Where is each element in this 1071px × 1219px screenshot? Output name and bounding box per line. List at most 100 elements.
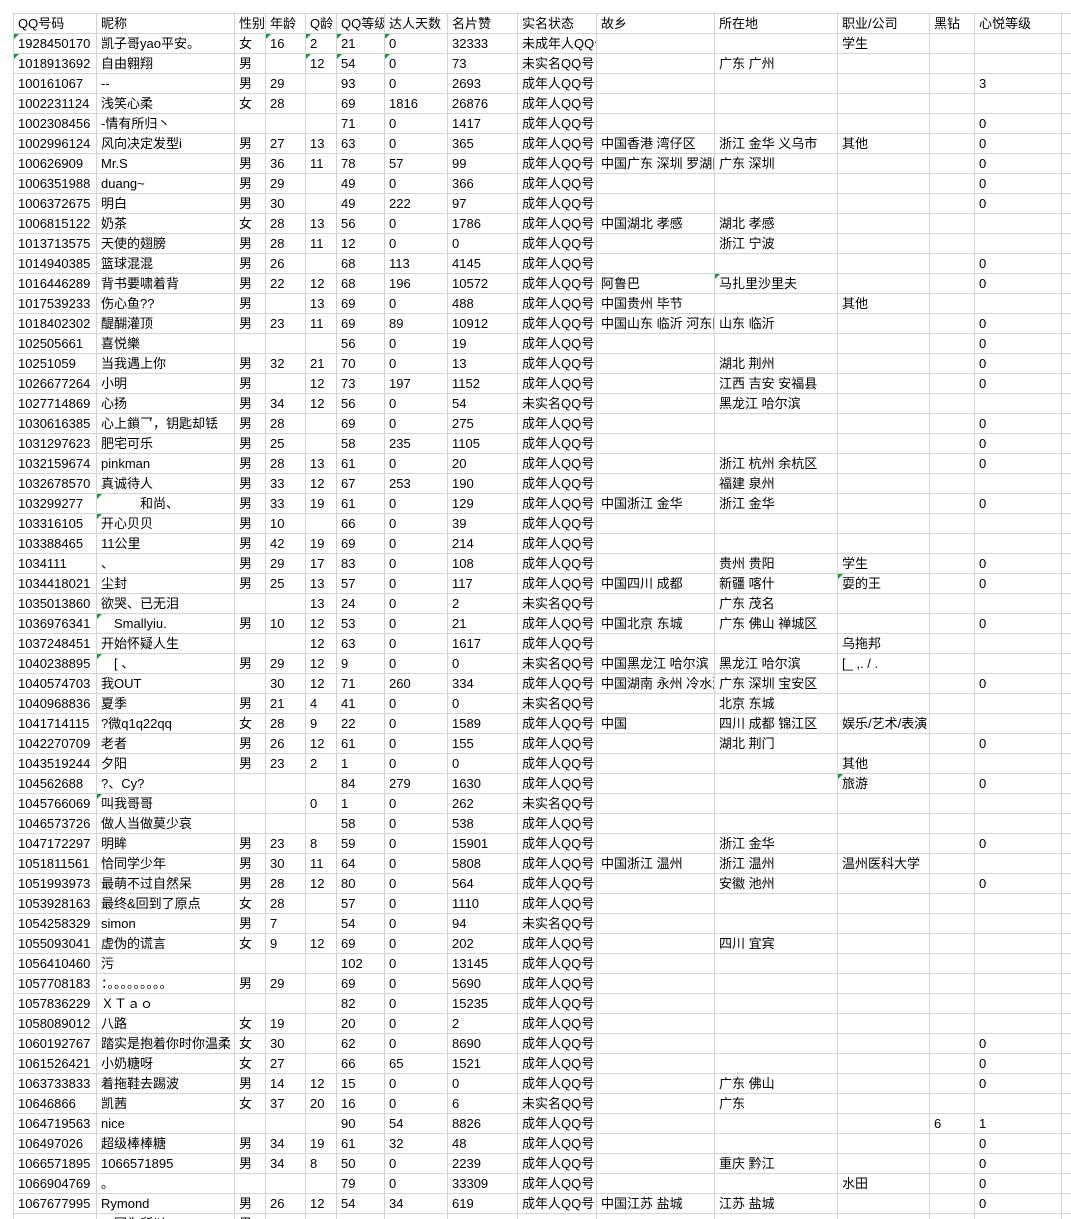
table-cell[interactable]: 253 [385, 474, 448, 494]
table-cell[interactable]: 93 [337, 74, 385, 94]
table-cell[interactable]: 0 [448, 234, 518, 254]
table-cell[interactable]: 1006815122 [14, 214, 97, 234]
table-cell[interactable]: 成年人QQ号 [518, 1054, 597, 1074]
table-cell[interactable] [838, 434, 930, 454]
table-cell[interactable]: 366 [448, 174, 518, 194]
table-cell[interactable]: 29 [266, 174, 306, 194]
table-cell[interactable]: 34 [385, 1194, 448, 1214]
table-cell[interactable]: 成年人QQ号 [518, 154, 597, 174]
table-cell[interactable]: 15 [337, 1074, 385, 1094]
table-cell[interactable] [930, 94, 975, 114]
table-cell[interactable]: 0 [975, 834, 1062, 854]
table-cell[interactable]: 重庆 黔江 [715, 1154, 838, 1174]
table-cell[interactable]: 1006372675 [14, 194, 97, 214]
table-cell[interactable] [385, 1214, 448, 1219]
edge-partial-cell[interactable] [1062, 1034, 1071, 1054]
table-cell[interactable]: 水田 [838, 1174, 930, 1194]
edge-partial-cell[interactable] [1062, 914, 1071, 934]
table-cell[interactable]: 61 [337, 1134, 385, 1154]
table-cell[interactable]: 女 [235, 714, 266, 734]
table-cell[interactable]: 0 [385, 334, 448, 354]
table-cell[interactable] [235, 814, 266, 834]
table-cell[interactable] [930, 994, 975, 1014]
table-cell[interactable]: 喜悦樂 [97, 334, 235, 354]
table-cell[interactable]: 10 [266, 514, 306, 534]
table-cell[interactable]: 黑龙江 哈尔滨 [715, 394, 838, 414]
table-cell[interactable] [838, 954, 930, 974]
table-cell[interactable]: 1110 [448, 894, 518, 914]
table-cell[interactable]: 山东 临沂 [715, 314, 838, 334]
table-cell[interactable]: 0 [385, 1034, 448, 1054]
table-cell[interactable]: 1036976341 [14, 614, 97, 634]
table-cell[interactable]: 中国山东 临沂 河东区 [597, 314, 715, 334]
table-cell[interactable] [306, 74, 337, 94]
table-cell[interactable]: 41 [337, 694, 385, 714]
table-cell[interactable]: 19 [306, 534, 337, 554]
table-cell[interactable]: 63 [337, 134, 385, 154]
table-cell[interactable]: 中国江苏 盐城 [597, 1194, 715, 1214]
table-cell[interactable] [518, 1214, 597, 1219]
table-cell[interactable]: 中国黑龙江 哈尔滨 [597, 654, 715, 674]
table-cell[interactable]: 20 [306, 1094, 337, 1114]
table-cell[interactable] [930, 294, 975, 314]
table-cell[interactable] [266, 594, 306, 614]
table-cell[interactable]: 0 [975, 734, 1062, 754]
table-cell[interactable]: 1040574703 [14, 674, 97, 694]
table-cell[interactable]: 13 [306, 294, 337, 314]
table-cell[interactable]: 男 [235, 434, 266, 454]
table-cell[interactable]: 耍的王 [838, 574, 930, 594]
table-cell[interactable] [930, 614, 975, 634]
table-cell[interactable] [235, 794, 266, 814]
table-cell[interactable] [715, 994, 838, 1014]
table-cell[interactable]: 29 [266, 974, 306, 994]
table-cell[interactable]: 0 [448, 754, 518, 774]
table-cell[interactable]: 1630 [448, 774, 518, 794]
table-cell[interactable]: 129 [448, 494, 518, 514]
table-cell[interactable]: 64 [337, 854, 385, 874]
table-cell[interactable]: 0 [385, 994, 448, 1014]
table-cell[interactable] [597, 454, 715, 474]
table-cell[interactable]: 最终&回到了原点 [97, 894, 235, 914]
table-cell[interactable]: 1928450170 [14, 34, 97, 54]
table-cell[interactable] [715, 1134, 838, 1154]
table-cell[interactable]: 0 [385, 914, 448, 934]
table-cell[interactable]: 1041714115 [14, 714, 97, 734]
table-cell[interactable] [838, 534, 930, 554]
table-cell[interactable] [306, 954, 337, 974]
edge-partial-cell[interactable] [1062, 94, 1071, 114]
table-cell[interactable]: 21 [266, 694, 306, 714]
table-cell[interactable]: 男 [235, 254, 266, 274]
table-cell[interactable]: 0 [385, 1074, 448, 1094]
table-cell[interactable] [597, 734, 715, 754]
table-cell[interactable] [838, 74, 930, 94]
table-cell[interactable]: 、因为所以 [97, 1214, 235, 1219]
edge-partial-cell[interactable] [1062, 454, 1071, 474]
edge-partial-cell[interactable] [1062, 954, 1071, 974]
table-cell[interactable]: 20 [448, 454, 518, 474]
table-cell[interactable]: 214 [448, 534, 518, 554]
table-cell[interactable]: 成年人QQ号 [518, 354, 597, 374]
table-cell[interactable]: 222 [385, 194, 448, 214]
table-cell[interactable]: 33 [266, 474, 306, 494]
edge-partial-cell[interactable] [1062, 354, 1071, 374]
table-cell[interactable] [715, 1214, 838, 1219]
edge-partial-cell[interactable] [1062, 854, 1071, 874]
table-cell[interactable]: 背书要啸着背 [97, 274, 235, 294]
table-cell[interactable]: 做人当做莫少哀 [97, 814, 235, 834]
table-cell[interactable]: 1066571895 [97, 1154, 235, 1174]
edge-partial-cell[interactable] [1062, 34, 1071, 54]
table-cell[interactable]: 四川 成都 锦江区 [715, 714, 838, 734]
table-cell[interactable]: 70 [337, 354, 385, 374]
table-cell[interactable]: ?微q1q22qq [97, 714, 235, 734]
table-cell[interactable]: 103316105 [14, 514, 97, 534]
table-cell[interactable] [930, 234, 975, 254]
table-cell[interactable]: 1066904769 [14, 1174, 97, 1194]
table-cell[interactable]: 26 [266, 254, 306, 274]
table-cell[interactable] [975, 694, 1062, 714]
table-cell[interactable]: 污 [97, 954, 235, 974]
table-cell[interactable] [930, 914, 975, 934]
table-cell[interactable]: 肥宅可乐 [97, 434, 235, 454]
table-cell[interactable] [715, 634, 838, 654]
table-cell[interactable]: 102 [337, 954, 385, 974]
table-cell[interactable]: 97 [448, 194, 518, 214]
